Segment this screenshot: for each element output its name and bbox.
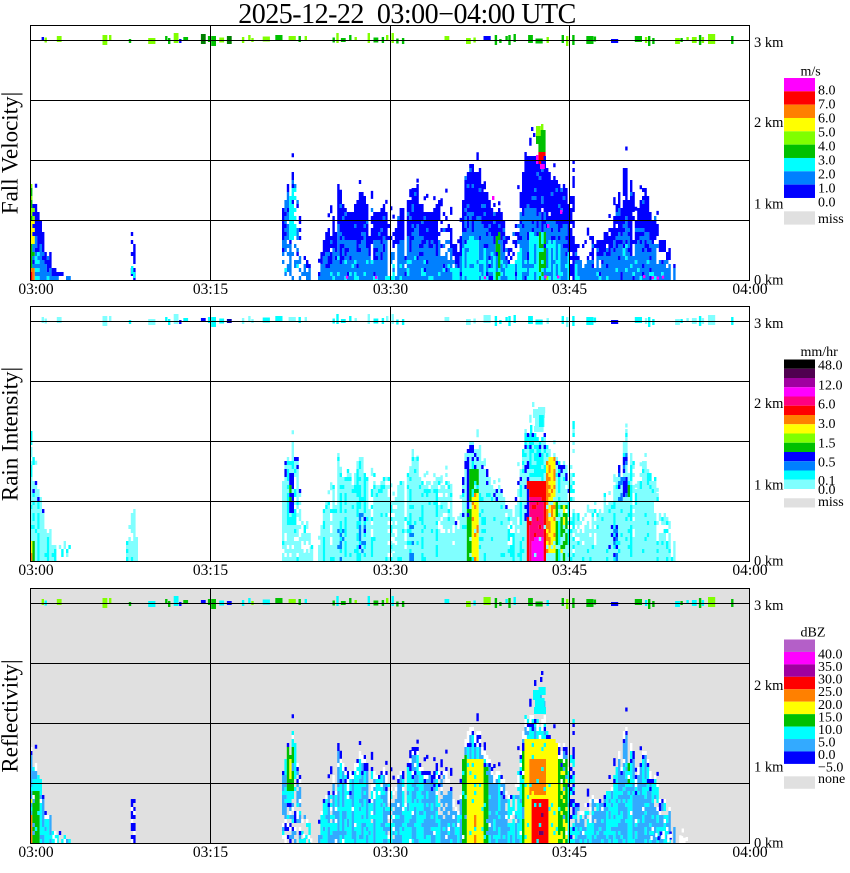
svg-text:0.0: 0.0 [818,196,836,211]
svg-text:2 km: 2 km [754,115,784,131]
svg-text:m/s: m/s [801,65,821,80]
svg-text:04:00: 04:00 [732,562,768,579]
svg-text:5.0: 5.0 [818,735,836,750]
svg-text:03:00: 03:00 [18,281,54,298]
svg-text:3.0: 3.0 [818,417,836,432]
svg-text:dBZ: dBZ [801,626,826,641]
svg-text:−5.0: −5.0 [818,761,843,776]
svg-text:03:15: 03:15 [193,562,229,579]
svg-text:none: none [818,772,845,787]
svg-text:04:00: 04:00 [732,281,768,298]
svg-text:3 km: 3 km [754,35,784,51]
svg-text:7.0: 7.0 [818,98,836,113]
svg-text:12.0: 12.0 [818,378,843,393]
svg-text:2 km: 2 km [754,678,784,694]
svg-text:0 km: 0 km [754,836,784,852]
svg-text:0.0: 0.0 [818,483,836,498]
svg-text:miss: miss [818,212,844,227]
svg-text:03:00: 03:00 [18,562,54,579]
svg-text:6.0: 6.0 [818,397,836,412]
svg-text:03:30: 03:30 [373,844,409,861]
svg-text:03:45: 03:45 [552,281,588,298]
svg-text:03:45: 03:45 [552,844,588,861]
svg-text:10.0: 10.0 [818,723,843,738]
svg-text:0 km: 0 km [754,273,784,289]
svg-text:Reflectivity|: Reflectivity| [0,659,23,772]
svg-text:3 km: 3 km [754,598,784,614]
svg-text:1 km: 1 km [754,478,784,494]
svg-text:0.0: 0.0 [818,748,836,763]
svg-text:03:30: 03:30 [373,281,409,298]
svg-text:35.0: 35.0 [818,660,843,675]
svg-text:1 km: 1 km [754,197,784,213]
svg-text:40.0: 40.0 [818,648,843,663]
svg-text:1.5: 1.5 [818,437,836,452]
svg-text:0 km: 0 km [754,554,784,570]
svg-text:30.0: 30.0 [818,673,843,688]
svg-text:5.0: 5.0 [818,126,836,141]
svg-text:4.0: 4.0 [818,140,836,155]
svg-text:03:30: 03:30 [373,562,409,579]
svg-text:2.0: 2.0 [818,168,836,183]
svg-text:3.0: 3.0 [818,154,836,169]
svg-text:04:00: 04:00 [732,844,768,861]
svg-text:6.0: 6.0 [818,112,836,127]
svg-text:1 km: 1 km [754,760,784,776]
svg-text:0.5: 0.5 [818,456,836,471]
svg-text:3 km: 3 km [754,316,784,332]
svg-text:03:15: 03:15 [193,844,229,861]
svg-text:48.0: 48.0 [818,358,843,373]
svg-text:1.0: 1.0 [818,182,836,197]
svg-text:15.0: 15.0 [818,710,843,725]
svg-text:03:15: 03:15 [193,281,229,298]
svg-text:03:00: 03:00 [18,844,54,861]
svg-text:miss: miss [818,495,844,510]
svg-text:25.0: 25.0 [818,685,843,700]
svg-text:03:45: 03:45 [552,562,588,579]
svg-text:mm/hr: mm/hr [801,345,839,360]
svg-text:2 km: 2 km [754,396,784,412]
svg-text:20.0: 20.0 [818,698,843,713]
svg-text:Fall Velocity|: Fall Velocity| [0,92,23,214]
svg-text:0.1: 0.1 [818,474,836,489]
svg-text:Rain Intensity|: Rain Intensity| [0,367,23,501]
svg-text:8.0: 8.0 [818,84,836,99]
